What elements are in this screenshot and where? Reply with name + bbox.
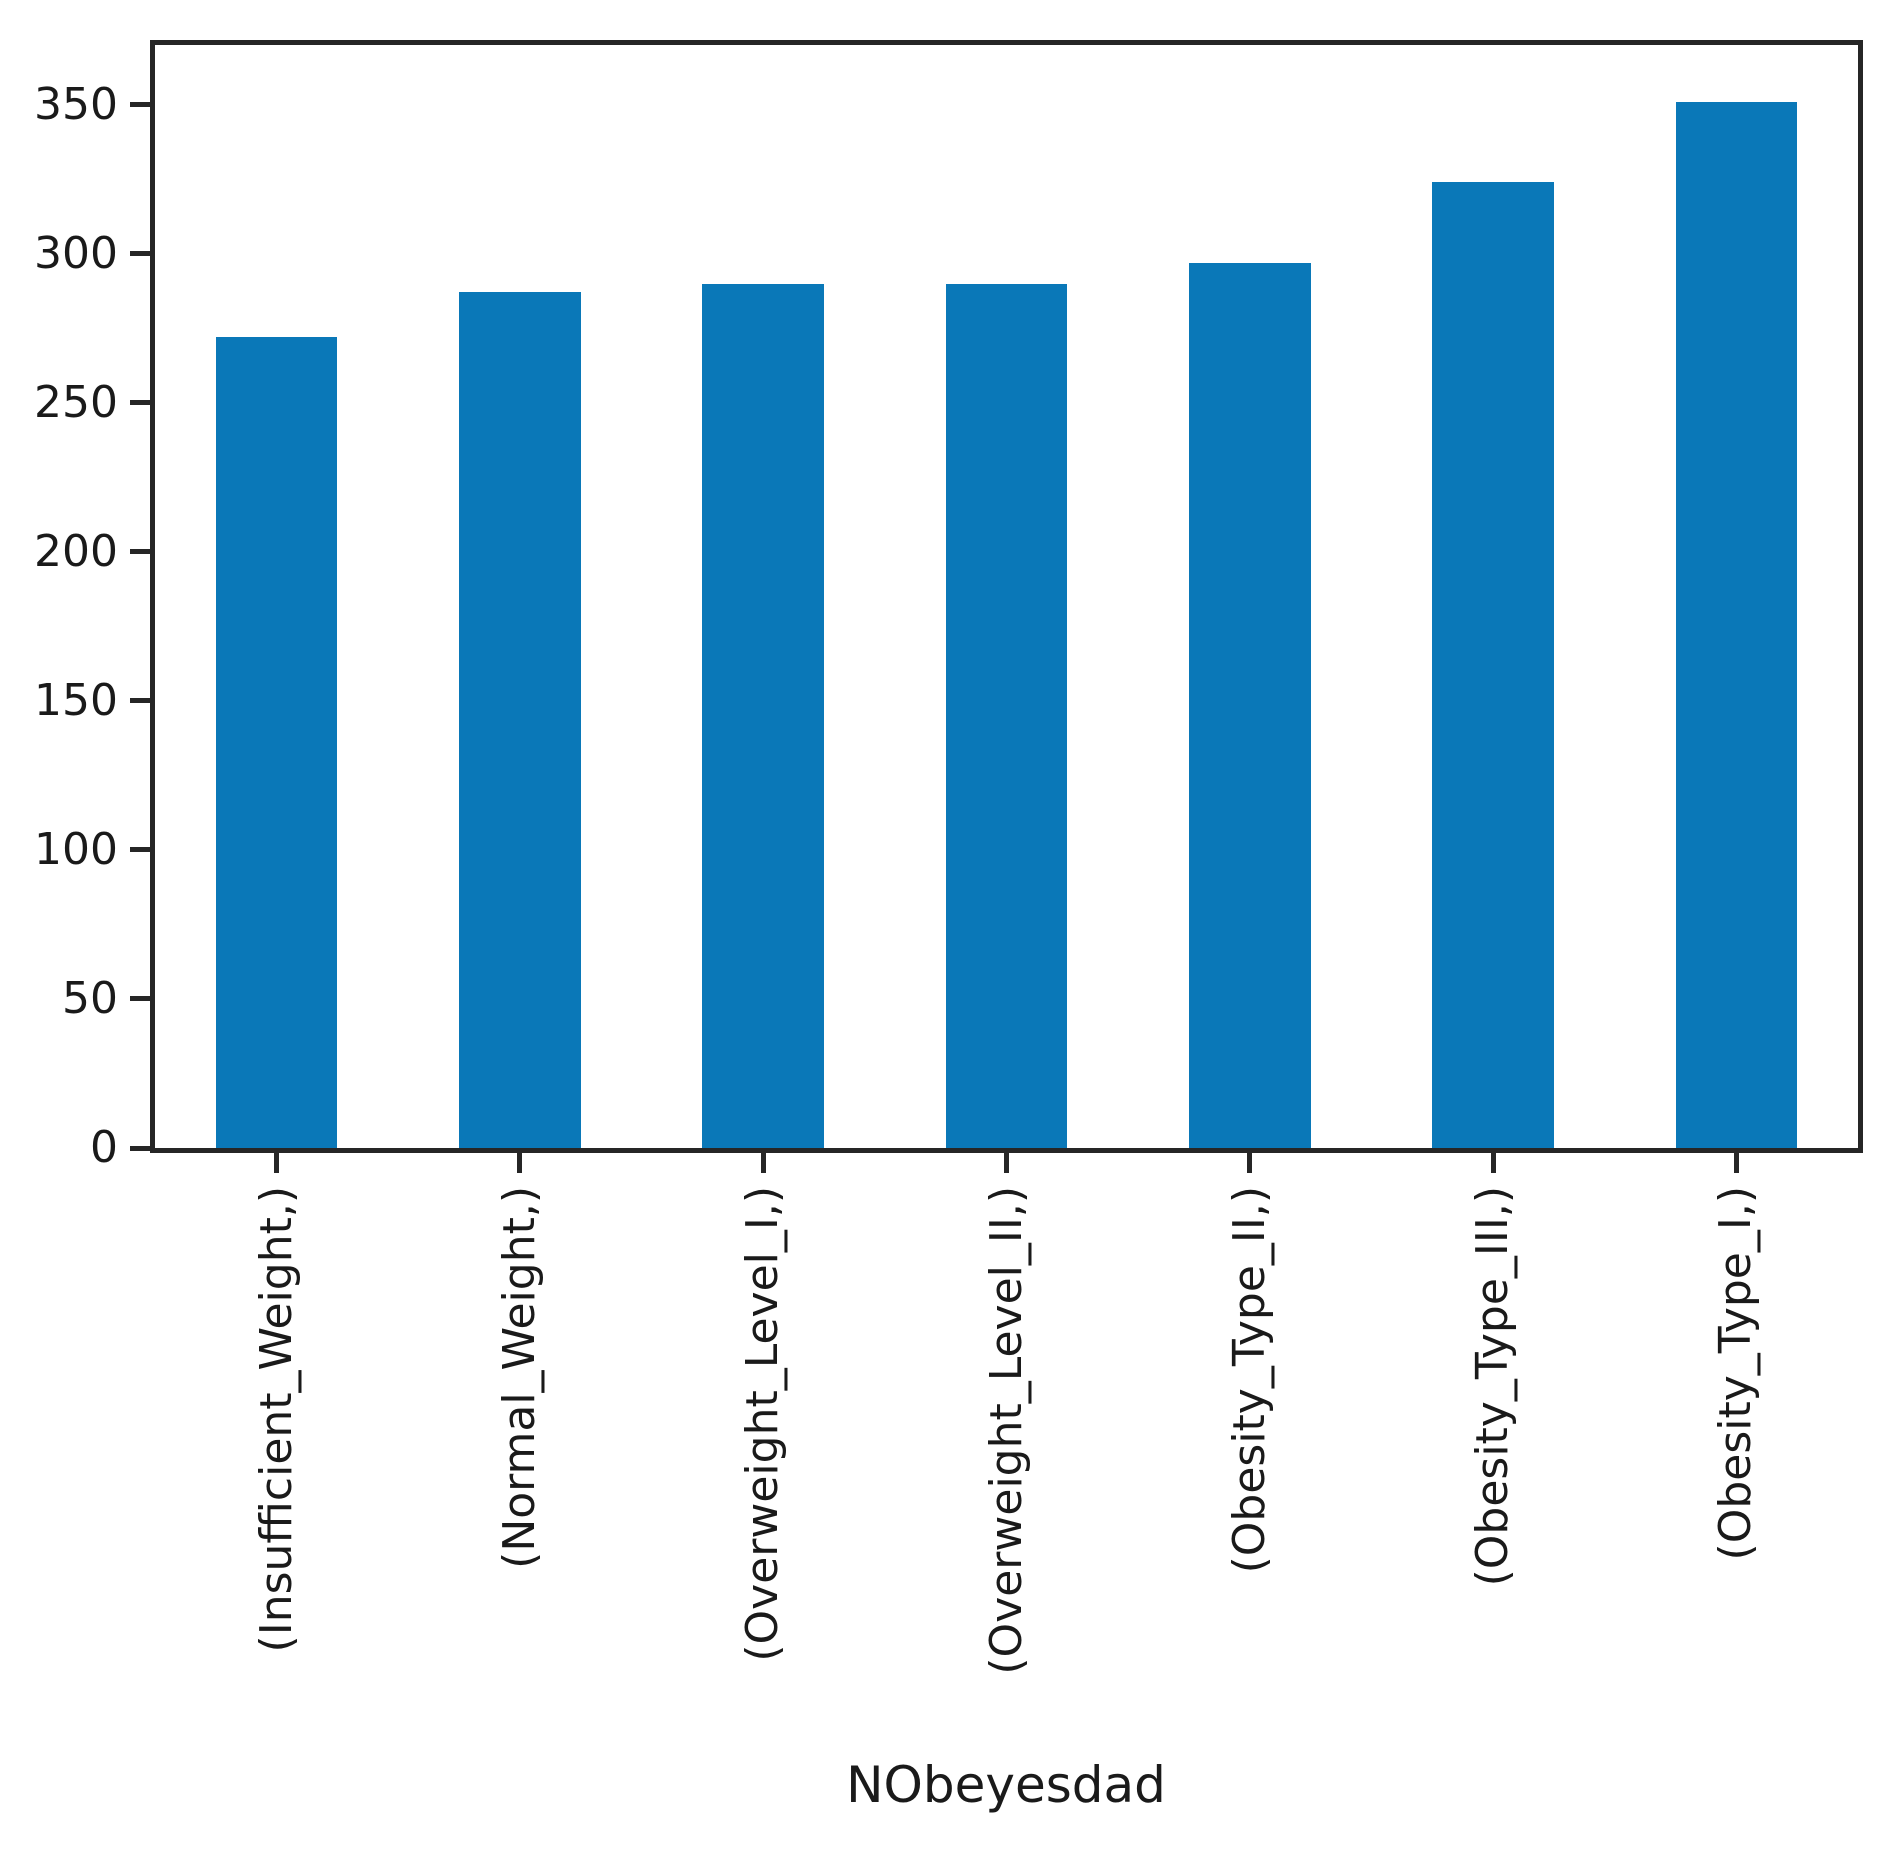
- bar-3: [702, 283, 825, 1148]
- y-tick-label: 100: [34, 823, 118, 875]
- x-tick-mark: [1247, 1153, 1253, 1173]
- bar-6: [1432, 182, 1554, 1148]
- x-tick-mark: [1490, 1153, 1496, 1173]
- bar-4: [945, 283, 1068, 1148]
- x-tick-mark: [1004, 1153, 1009, 1173]
- x-tick-label: (Obesity_Type_III,): [1467, 1186, 1519, 1587]
- y-tick-label: 0: [90, 1122, 118, 1173]
- y-tick-mark: [130, 698, 150, 704]
- y-tick-mark: [130, 1145, 150, 1151]
- y-tick-label: 200: [34, 525, 118, 577]
- bar-2: [459, 292, 581, 1148]
- y-tick-mark: [130, 549, 150, 555]
- y-tick-label: 250: [34, 376, 118, 428]
- y-tick-label: 150: [34, 674, 118, 726]
- x-tick-mark: [517, 1153, 523, 1173]
- y-tick-mark: [130, 400, 150, 406]
- x-tick-label: (Obesity_Type_I,): [1710, 1186, 1762, 1561]
- x-tick-label: (Normal_Weight,): [493, 1186, 545, 1569]
- y-tick-mark: [130, 251, 150, 257]
- x-tick-label: (Overweight_Level_II,): [980, 1186, 1032, 1675]
- x-tick-label: (Insufficient_Weight,): [250, 1186, 302, 1653]
- x-tick-mark: [274, 1153, 280, 1173]
- y-tick-mark: [130, 102, 150, 108]
- y-tick-label: 50: [62, 972, 118, 1024]
- x-tick-label: (Obesity_Type_II,): [1223, 1186, 1275, 1574]
- y-tick-label: 350: [34, 78, 118, 130]
- plot-area: [150, 40, 1863, 1153]
- bar-5: [1188, 262, 1311, 1148]
- x-tick-label: (Overweight_Level_I,): [737, 1186, 789, 1662]
- bar-1: [215, 337, 338, 1148]
- y-tick-label: 300: [34, 227, 118, 279]
- x-axis-label: NObeyesdad: [846, 1756, 1166, 1814]
- x-tick-mark: [1733, 1153, 1739, 1173]
- bar-7: [1675, 101, 1798, 1148]
- y-tick-mark: [130, 847, 150, 853]
- y-tick-mark: [130, 996, 150, 1002]
- x-tick-mark: [760, 1153, 766, 1173]
